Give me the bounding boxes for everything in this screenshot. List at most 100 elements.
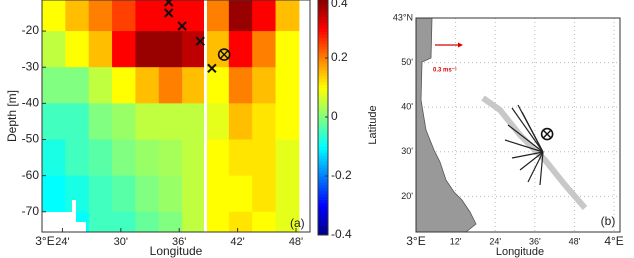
y-tick-label: 30' bbox=[401, 146, 413, 156]
x-tick-label: 48' bbox=[569, 236, 581, 246]
heatmap-cell bbox=[65, 103, 90, 140]
heatmap-cell bbox=[88, 0, 113, 32]
trajectory bbox=[539, 151, 544, 186]
x-axis-label: Longitude bbox=[150, 244, 203, 258]
heatmap-cell bbox=[65, 175, 90, 213]
scale-label: 0.3 ms⁻¹ bbox=[433, 67, 457, 74]
trajectories bbox=[504, 104, 544, 186]
y-tick-label: -60 bbox=[22, 168, 40, 182]
target-stroke bbox=[219, 50, 229, 59]
heatmap-cell bbox=[252, 175, 277, 213]
cross-marker-stroke bbox=[177, 21, 187, 31]
cross-marker-stroke bbox=[195, 36, 205, 46]
colorbar-step bbox=[318, 7, 328, 12]
colorbar-step bbox=[318, 232, 328, 236]
heatmap-cell bbox=[252, 0, 277, 32]
x-axis-label: Longitude bbox=[496, 246, 544, 258]
colorbar-step bbox=[318, 10, 328, 15]
target-circle bbox=[217, 48, 231, 61]
x-tick-label: 12' bbox=[450, 236, 462, 246]
colorbar-step bbox=[318, 173, 328, 177]
colorbar-step bbox=[318, 60, 328, 65]
heatmap-cell bbox=[158, 103, 183, 140]
colorbar-step bbox=[318, 211, 328, 215]
y-tick-label: -20 bbox=[22, 23, 40, 37]
heatmap-cell bbox=[205, 31, 230, 68]
heatmap-cell bbox=[252, 103, 277, 140]
trajectory bbox=[504, 139, 544, 153]
colorbar-step bbox=[318, 108, 328, 112]
y-tick-label: -40 bbox=[22, 96, 40, 110]
colorbar-step bbox=[318, 187, 328, 192]
heatmap-cell bbox=[112, 211, 136, 232]
heatmap-cell bbox=[112, 0, 136, 32]
cross-marker bbox=[163, 0, 174, 7]
cross-marker bbox=[195, 36, 205, 46]
colorbar-step bbox=[318, 46, 328, 50]
colorbar-step bbox=[318, 167, 328, 171]
plot-frame bbox=[415, 17, 621, 233]
panel-label: (b) bbox=[601, 214, 616, 228]
heatmap-cell bbox=[88, 103, 113, 140]
colorbar-step bbox=[318, 1, 328, 6]
colorbar-step bbox=[318, 66, 328, 71]
cross-marker-stroke bbox=[163, 8, 174, 18]
colorbar-step bbox=[318, 90, 328, 94]
heatmap-cell bbox=[182, 211, 206, 232]
heatmap-cell bbox=[42, 31, 66, 68]
x-tick-label: 42' bbox=[230, 236, 244, 248]
scale-arrow-head bbox=[458, 42, 463, 48]
colorbar-step bbox=[318, 117, 328, 121]
heatmap-cell bbox=[158, 211, 183, 232]
heatmap-cell bbox=[65, 31, 90, 68]
y-tick-label: 43°N bbox=[393, 12, 413, 22]
colorbar-step bbox=[318, 16, 328, 21]
colorbar-step bbox=[318, 217, 328, 221]
x-tick-label: 24' bbox=[55, 236, 69, 248]
trajectory bbox=[527, 151, 544, 183]
heatmap-cell bbox=[42, 175, 66, 213]
cross-marker bbox=[163, 8, 174, 18]
colorbar-step bbox=[318, 196, 328, 201]
colorbar-step bbox=[318, 146, 328, 150]
heatmap-cell bbox=[182, 139, 206, 177]
heatmap-cell bbox=[88, 31, 113, 68]
heatmap-cell bbox=[275, 67, 300, 104]
colorbar-step bbox=[318, 78, 328, 83]
colorbar-step bbox=[318, 55, 328, 59]
panel-a: -70 -60 -50 -40 -30 -20 24' 30' 36' 42' 48' 3°E Long… bbox=[5, 0, 352, 258]
cross-marker-stroke bbox=[163, 0, 173, 7]
colorbar-step bbox=[318, 208, 328, 212]
coastline bbox=[415, 17, 477, 233]
colorbar-step bbox=[318, 214, 328, 218]
y-tick-label: 40' bbox=[401, 101, 413, 111]
trajectory bbox=[521, 111, 544, 153]
heatmap-cell bbox=[112, 103, 136, 140]
colorbar-step bbox=[318, 52, 328, 56]
colorbar-step bbox=[318, 205, 328, 209]
heatmap-cell bbox=[88, 211, 113, 232]
heatmap-cell bbox=[42, 67, 66, 104]
heatmap-cell bbox=[228, 67, 253, 104]
data-gap bbox=[204, 0, 207, 232]
x-tick-label: 36' bbox=[529, 236, 541, 246]
trajectory bbox=[511, 107, 544, 153]
y-tick-label: -30 bbox=[22, 59, 40, 73]
y-axis-label: Depth [m] bbox=[5, 90, 19, 142]
colorbar-step bbox=[318, 158, 328, 162]
colorbar-step bbox=[318, 119, 328, 124]
target-circle bbox=[540, 127, 554, 141]
x-tick-label: 30' bbox=[114, 236, 128, 248]
colorbar-step bbox=[318, 31, 328, 35]
heatmap-cell bbox=[275, 0, 300, 32]
colorbar-step bbox=[318, 13, 328, 18]
heatmap-cell bbox=[135, 67, 160, 104]
heatmap-cell bbox=[158, 67, 183, 104]
target-marker bbox=[217, 48, 231, 61]
heatmap-cell bbox=[228, 175, 253, 213]
cross-marker-stroke bbox=[207, 63, 217, 74]
colorbar-step bbox=[318, 229, 328, 233]
y-tick-label: -70 bbox=[22, 204, 40, 218]
heatmap-cell bbox=[182, 103, 206, 140]
trajectory-light bbox=[481, 95, 588, 210]
